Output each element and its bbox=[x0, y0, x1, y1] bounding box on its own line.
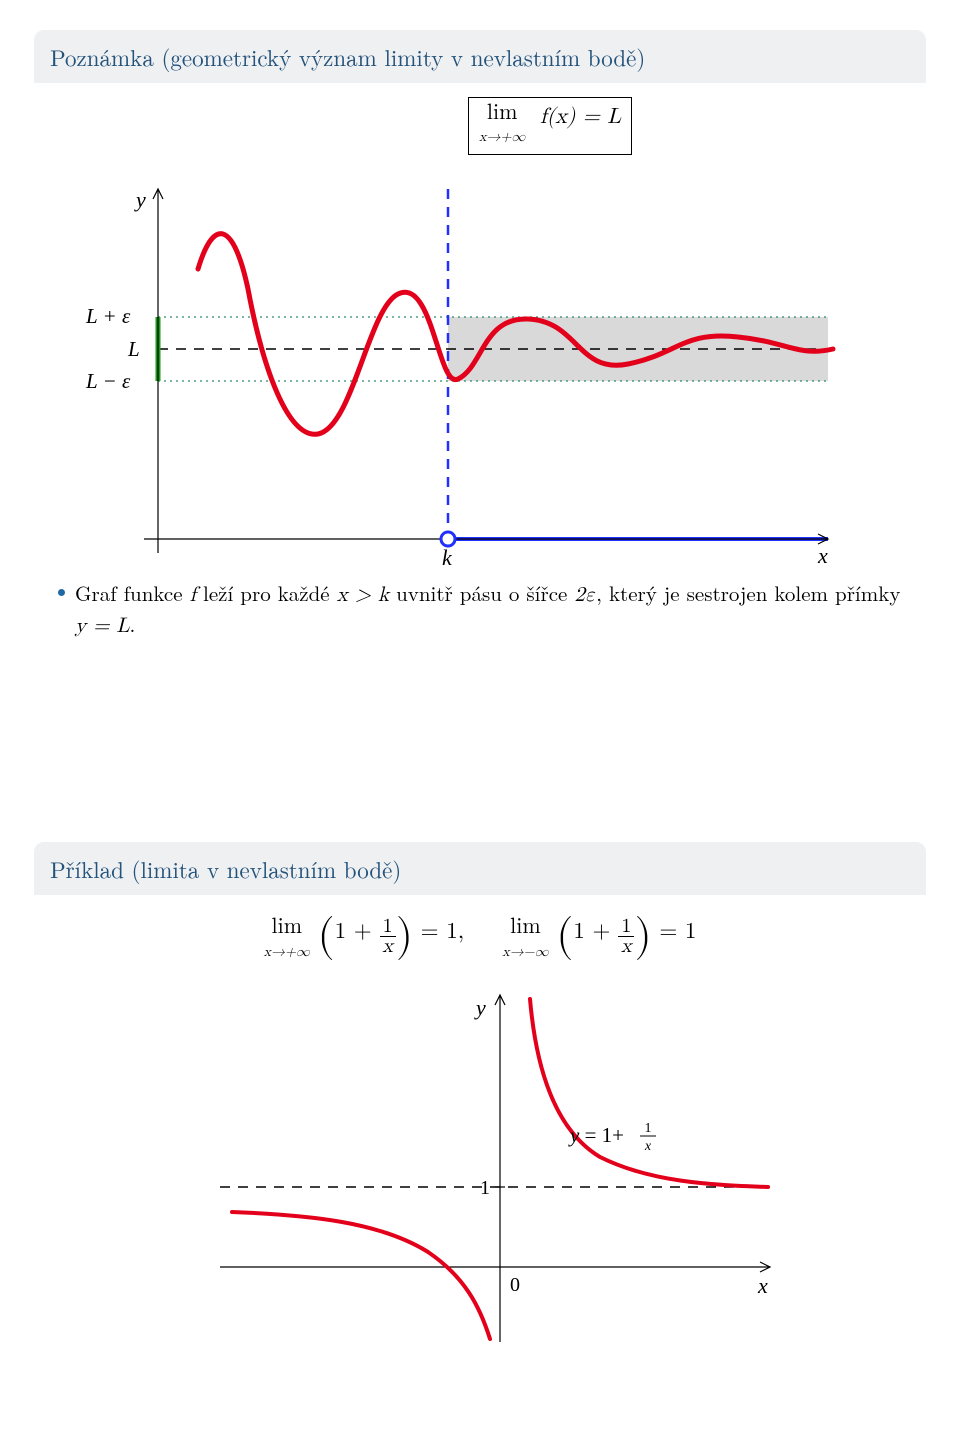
note-body: lim x→+∞ f(x) = L y x k L + ε L L − ε Graf fu… bbox=[34, 83, 926, 662]
example-body: lim x→+∞ (1 + 1 x ) = 1, lim x→−∞ (1 + 1… bbox=[34, 895, 926, 1367]
svg-text:y = 1+: y = 1+ bbox=[568, 1123, 624, 1147]
svg-text:1: 1 bbox=[480, 1177, 490, 1199]
two-eps: 2ε bbox=[574, 585, 596, 606]
frac-1-over-x: 1 x bbox=[379, 916, 396, 956]
note-block: Poznámka (geometrický význam limity v ne… bbox=[34, 30, 926, 662]
svg-text:x: x bbox=[757, 1273, 768, 1298]
limit-chart: y x k L + ε L L − ε bbox=[38, 159, 838, 579]
example-equations: lim x→+∞ (1 + 1 x ) = 1, lim x→−∞ (1 + 1… bbox=[38, 915, 922, 961]
x-gt-k: x > k bbox=[337, 585, 389, 606]
bullet-icon bbox=[58, 589, 65, 596]
lim-neg: lim x→−∞ bbox=[502, 915, 548, 961]
svg-text:1: 1 bbox=[645, 1121, 652, 1136]
svg-text:y: y bbox=[474, 995, 486, 1020]
note-bullet: Graf funkce f leží pro každé x > k uvnit… bbox=[38, 579, 922, 642]
example-block: Příklad (limita v nevlastním bodě) lim x… bbox=[34, 842, 926, 1367]
svg-text:x: x bbox=[817, 543, 828, 568]
lim-symbol: lim x→+∞ bbox=[479, 102, 525, 146]
svg-text:k: k bbox=[442, 545, 453, 570]
note-title: Poznámka (geometrický význam limity v ne… bbox=[34, 30, 926, 83]
bullet-text: Graf funkce f leží pro každé x > k uvnit… bbox=[75, 579, 902, 642]
example-title: Příklad (limita v nevlastním bodě) bbox=[34, 842, 926, 895]
svg-text:x: x bbox=[644, 1139, 652, 1154]
y-eq-L: y = L bbox=[75, 616, 130, 637]
svg-text:L + ε: L + ε bbox=[85, 304, 131, 328]
lim-pos: lim x→+∞ bbox=[264, 915, 310, 961]
svg-text:0: 0 bbox=[510, 1274, 520, 1296]
svg-text:y: y bbox=[134, 187, 146, 212]
lim-subscript: x→+∞ bbox=[479, 130, 525, 144]
limit-formula-box: lim x→+∞ f(x) = L bbox=[468, 97, 632, 155]
svg-text:L − ε: L − ε bbox=[85, 369, 131, 393]
lim-body: f(x) = L bbox=[540, 106, 621, 128]
example-chart: y x 1 0 y = 1+ 1 x bbox=[170, 977, 790, 1347]
svg-text:L: L bbox=[127, 337, 140, 361]
frac-1-over-x-2: 1 x bbox=[618, 916, 635, 956]
